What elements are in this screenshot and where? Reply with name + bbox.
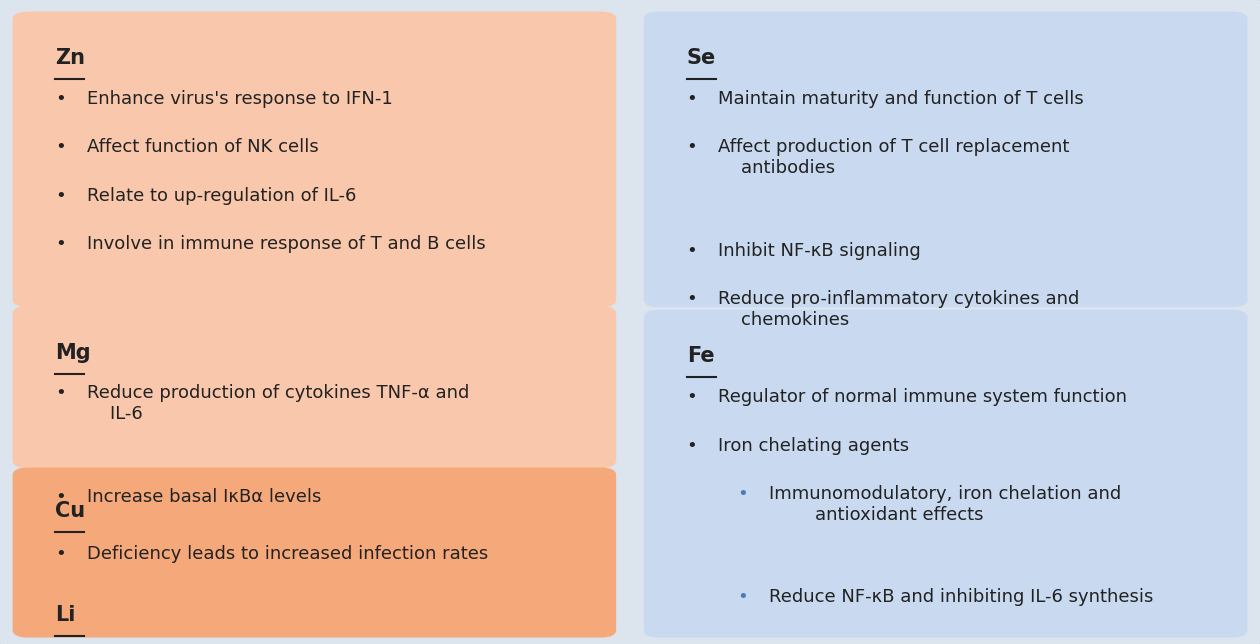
Text: Reduce NF-κB and inhibiting IL-6 synthesis: Reduce NF-κB and inhibiting IL-6 synthes… xyxy=(769,588,1153,606)
Text: Increase basal IκBα levels: Increase basal IκBα levels xyxy=(87,488,321,506)
Text: •: • xyxy=(55,545,67,563)
Text: Inhibit NF-κB signaling: Inhibit NF-κB signaling xyxy=(718,242,921,260)
Text: •: • xyxy=(687,388,698,406)
Text: •: • xyxy=(55,235,67,253)
Text: •: • xyxy=(55,488,67,506)
Text: Regulator of normal immune system function: Regulator of normal immune system functi… xyxy=(718,388,1128,406)
Text: Zn: Zn xyxy=(55,48,86,68)
Text: •: • xyxy=(55,138,67,156)
Text: Iron chelating agents: Iron chelating agents xyxy=(718,437,910,455)
Text: Fe: Fe xyxy=(687,346,714,366)
Text: •: • xyxy=(687,138,698,156)
FancyBboxPatch shape xyxy=(13,306,616,468)
Text: •: • xyxy=(55,187,67,205)
Text: Affect production of T cell replacement
    antibodies: Affect production of T cell replacement … xyxy=(718,138,1070,177)
Text: Relate to up-regulation of IL-6: Relate to up-regulation of IL-6 xyxy=(87,187,357,205)
Text: •: • xyxy=(737,485,748,503)
FancyBboxPatch shape xyxy=(644,310,1247,638)
Text: Cu: Cu xyxy=(55,501,86,521)
Text: Reduce pro-inflammatory cytokines and
    chemokines: Reduce pro-inflammatory cytokines and ch… xyxy=(718,290,1080,328)
Text: •: • xyxy=(55,90,67,108)
FancyBboxPatch shape xyxy=(13,468,616,638)
Text: Li: Li xyxy=(55,605,76,625)
Text: Reduce production of cytokines TNF-α and
    IL-6: Reduce production of cytokines TNF-α and… xyxy=(87,384,469,423)
FancyBboxPatch shape xyxy=(644,12,1247,307)
FancyBboxPatch shape xyxy=(13,12,616,307)
Text: Maintain maturity and function of T cells: Maintain maturity and function of T cell… xyxy=(718,90,1084,108)
Text: •: • xyxy=(55,384,67,402)
Text: Mg: Mg xyxy=(55,343,91,363)
Text: •: • xyxy=(737,588,748,606)
Text: •: • xyxy=(687,290,698,308)
Text: •: • xyxy=(687,437,698,455)
Text: Involve in immune response of T and B cells: Involve in immune response of T and B ce… xyxy=(87,235,485,253)
Text: •: • xyxy=(687,90,698,108)
Text: Se: Se xyxy=(687,48,716,68)
Text: Enhance virus's response to IFN-1: Enhance virus's response to IFN-1 xyxy=(87,90,393,108)
Text: Immunomodulatory, iron chelation and
        antioxidant effects: Immunomodulatory, iron chelation and ant… xyxy=(769,485,1121,524)
Text: Deficiency leads to increased infection rates: Deficiency leads to increased infection … xyxy=(87,545,488,563)
Text: Affect function of NK cells: Affect function of NK cells xyxy=(87,138,319,156)
Text: •: • xyxy=(687,242,698,260)
